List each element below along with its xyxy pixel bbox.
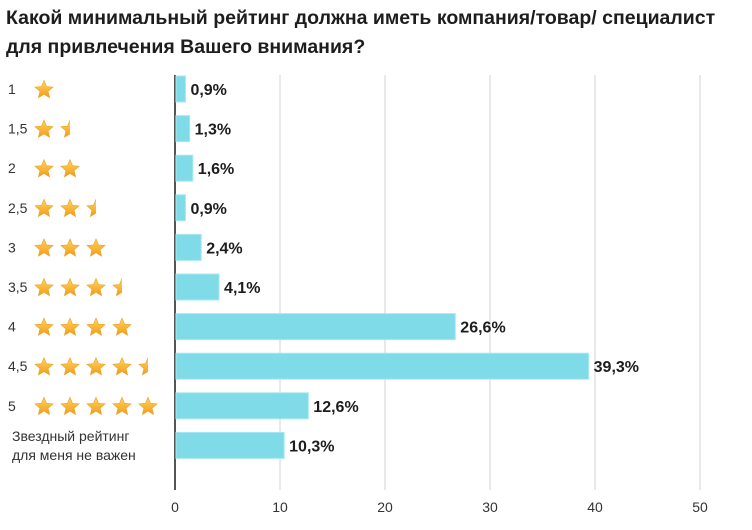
half-star-icon	[138, 357, 148, 376]
category-label: 3	[8, 239, 16, 255]
star-icon	[34, 198, 54, 218]
star-icon	[60, 198, 80, 218]
x-tick-label: 10	[272, 499, 288, 515]
bar	[175, 233, 202, 261]
star-icon	[60, 356, 80, 376]
category-label: 3,5	[8, 279, 28, 295]
category-label: 4	[8, 319, 16, 335]
bar	[175, 75, 186, 103]
bar	[175, 313, 456, 341]
data-label: 10,3%	[289, 438, 334, 455]
star-icon	[34, 119, 54, 138]
star-icon	[86, 277, 106, 297]
category-label: 1,5	[8, 121, 28, 137]
half-star-icon	[112, 278, 122, 297]
x-tick-label: 40	[587, 499, 603, 515]
star-icon	[60, 396, 80, 416]
bar	[175, 392, 309, 420]
data-label: 4,1%	[224, 280, 260, 297]
bar	[175, 352, 590, 380]
x-tick-label: 50	[692, 499, 708, 515]
half-star-icon	[86, 198, 96, 218]
star-icon	[34, 317, 54, 336]
star-icon	[86, 356, 106, 376]
bar	[175, 273, 220, 301]
bar	[175, 154, 194, 182]
star-icon	[60, 238, 80, 257]
bar	[175, 194, 186, 222]
star-icon	[112, 317, 132, 336]
data-label: 39,3%	[594, 359, 639, 376]
star-icon	[34, 79, 54, 99]
half-star-icon	[60, 119, 70, 138]
data-label: 12,6%	[313, 399, 358, 416]
star-icon	[60, 317, 80, 336]
star-icon	[138, 396, 158, 416]
data-label: 0,9%	[190, 201, 226, 218]
star-icon	[112, 356, 132, 376]
star-icon	[112, 396, 132, 416]
star-icon	[60, 158, 80, 178]
bar	[175, 431, 285, 459]
category-label: 4,5	[8, 358, 28, 374]
star-icon	[86, 317, 106, 336]
data-label: 2,4%	[206, 240, 242, 257]
star-icon	[34, 238, 54, 257]
category-label: 2,5	[8, 200, 28, 216]
category-label: 1	[8, 81, 16, 97]
star-icon	[60, 277, 80, 297]
star-icon	[34, 356, 54, 376]
x-tick-label: 20	[377, 499, 393, 515]
data-label: 0,9%	[190, 82, 226, 99]
star-icon	[86, 396, 106, 416]
star-icon	[34, 158, 54, 178]
star-icon	[34, 396, 54, 416]
data-label: 1,3%	[195, 122, 231, 139]
x-tick-label: 30	[482, 499, 498, 515]
star-icon	[86, 238, 106, 257]
star-icon	[34, 277, 54, 297]
category-label: 2	[8, 160, 16, 176]
bar	[175, 115, 191, 143]
x-tick-label: 0	[171, 499, 179, 515]
category-label: 5	[8, 398, 16, 414]
data-label: 1,6%	[198, 161, 234, 178]
category-label: Звездный рейтинг	[12, 428, 129, 444]
data-label: 26,6%	[460, 320, 505, 337]
chart-title: Какой минимальный рейтинг должна иметь к…	[6, 7, 716, 58]
category-label: для меня не важен	[12, 447, 136, 463]
